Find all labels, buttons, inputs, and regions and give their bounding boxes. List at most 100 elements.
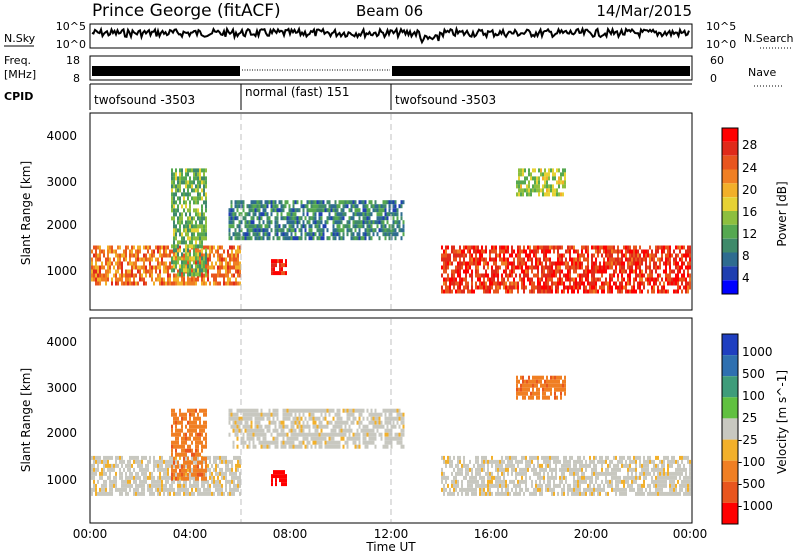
xtick-0400: 04:00 xyxy=(173,527,208,541)
nave-tick-top: 60 xyxy=(710,54,724,67)
nsky-label: N.Sky xyxy=(4,32,36,45)
power-data-layer xyxy=(91,114,691,309)
velocity-cbar-cell xyxy=(722,355,738,377)
data-region-3 xyxy=(271,259,287,276)
xtick-2400: 00:00 xyxy=(673,527,708,541)
velocity-ylabel: Slant Range [km] xyxy=(19,368,33,472)
freq-strip-frame xyxy=(89,55,693,81)
power-cbar-tick-24: 24 xyxy=(742,161,757,175)
xtick-2000: 20:00 xyxy=(574,527,609,541)
freq-tick-top: 18 xyxy=(66,54,80,67)
data-region-2 xyxy=(228,408,405,449)
power-panel: Slant Range [km] 1000 2000 3000 4000 28 … xyxy=(19,112,789,311)
xtick-1600: 16:00 xyxy=(474,527,509,541)
velocity-cbar-cell xyxy=(722,439,738,461)
velocity-cbar-tick-minus500: -500 xyxy=(738,477,765,491)
velocity-ytick-2000: 2000 xyxy=(46,426,77,440)
freq-tick-bottom: 8 xyxy=(73,72,80,85)
data-region-3 xyxy=(271,470,287,487)
data-region-4 xyxy=(441,455,691,496)
velocity-cbar-label: Velocity [m s^-1] xyxy=(775,370,789,474)
date-title: 14/Mar/2015 xyxy=(596,2,692,20)
freq-band-3 xyxy=(392,66,690,76)
power-cbar-cell xyxy=(722,197,738,211)
power-cbar-cell xyxy=(722,128,738,142)
nave-tick-bottom: 0 xyxy=(710,72,717,85)
nsky-trace xyxy=(91,25,690,45)
data-region-5 xyxy=(516,168,566,197)
nsearch-label: N.Search xyxy=(744,32,794,45)
cpid-seg-2: normal (fast) 151 xyxy=(245,85,349,99)
data-region-1 xyxy=(171,168,207,277)
cpid-label: CPID xyxy=(4,90,33,103)
velocity-cbar-cell xyxy=(722,502,738,524)
velocity-cbar-tick-25: 25 xyxy=(742,411,757,425)
power-cbar-tick-12: 12 xyxy=(742,227,757,241)
station-title: Prince George (fitACF) xyxy=(92,1,281,21)
power-cbar-cell xyxy=(722,141,738,156)
cpid-seg-3: twofsound -3503 xyxy=(395,93,496,107)
nsky-tick-bottom: 10^0 xyxy=(56,38,86,51)
power-cbar-tick-4: 4 xyxy=(742,271,750,285)
power-cbar-cell xyxy=(722,252,738,267)
velocity-panel: Slant Range [km] 1000 2000 3000 4000 100… xyxy=(19,317,789,525)
power-cbar-cell xyxy=(722,211,738,225)
velocity-cbar-tick-minus100: -100 xyxy=(738,455,765,469)
data-region-5 xyxy=(516,375,566,400)
power-cbar-cell xyxy=(722,280,738,294)
beam-title: Beam 06 xyxy=(356,2,423,20)
power-cbar-tick-20: 20 xyxy=(742,183,757,197)
data-region-4 xyxy=(441,245,691,294)
xtick-0000: 00:00 xyxy=(73,527,108,541)
cpid-seg-1: twofsound -3503 xyxy=(94,93,195,107)
power-ytick-2000: 2000 xyxy=(46,218,77,232)
velocity-cbar-cell xyxy=(722,397,738,419)
velocity-cbar-cell xyxy=(722,334,738,356)
power-colorbar: 28 24 20 16 12 8 4 Power [dB] xyxy=(721,127,789,295)
nsky-tick-top: 10^5 xyxy=(56,20,86,33)
velocity-cbar-tick-minus1000: -1000 xyxy=(738,499,773,513)
nsky-trace-line xyxy=(91,25,690,45)
velocity-ytick-3000: 3000 xyxy=(46,381,77,395)
xtick-1200: 12:00 xyxy=(374,527,409,541)
velocity-ytick-4000: 4000 xyxy=(46,335,77,349)
freq-unit: [MHz] xyxy=(4,68,36,81)
data-region-1 xyxy=(171,408,207,481)
velocity-colorbar: 1000 500 100 25 -25 -100 -500 -1000 Velo… xyxy=(721,333,789,525)
velocity-ytick-1000: 1000 xyxy=(46,473,77,487)
velocity-cbar-tick-minus25: -25 xyxy=(738,433,758,447)
nsearch-tick-top: 10^5 xyxy=(706,20,736,33)
power-ytick-3000: 3000 xyxy=(46,175,77,189)
xtick-0800: 08:00 xyxy=(273,527,308,541)
nsky-strip-frame xyxy=(89,23,693,49)
velocity-cbar-cell xyxy=(722,460,738,482)
power-ylabel: Slant Range [km] xyxy=(19,161,33,265)
power-cbar-tick-28: 28 xyxy=(742,138,757,152)
power-cbar-cell xyxy=(722,155,738,170)
velocity-data-layer xyxy=(91,319,691,522)
data-region-2 xyxy=(228,200,405,241)
nave-label: Nave xyxy=(748,66,776,79)
velocity-cbar-tick-100: 100 xyxy=(742,389,765,403)
velocity-cbar-tick-500: 500 xyxy=(742,367,765,381)
power-ytick-1000: 1000 xyxy=(46,264,77,278)
data-region-0 xyxy=(91,455,241,496)
power-cbar-label: Power [dB] xyxy=(775,181,789,246)
power-cbar-cell xyxy=(722,266,738,281)
velocity-cbar-cell xyxy=(722,376,738,398)
freq-band-1 xyxy=(92,66,240,76)
power-cbar-cell xyxy=(722,169,738,184)
xaxis-label: Time UT xyxy=(365,540,416,554)
nsearch-tick-bottom: 10^0 xyxy=(706,38,736,51)
power-ytick-4000: 4000 xyxy=(46,129,77,143)
velocity-cbar-cell xyxy=(722,418,738,440)
velocity-cbar-cell xyxy=(722,481,738,503)
power-cbar-cell xyxy=(722,238,738,253)
freq-label: Freq. xyxy=(4,54,31,67)
power-cbar-cell xyxy=(722,183,738,198)
power-cbar-cell xyxy=(722,224,738,239)
power-panel-frame xyxy=(89,112,693,311)
power-cbar-tick-8: 8 xyxy=(742,249,750,263)
velocity-cbar-tick-1000: 1000 xyxy=(742,345,773,359)
